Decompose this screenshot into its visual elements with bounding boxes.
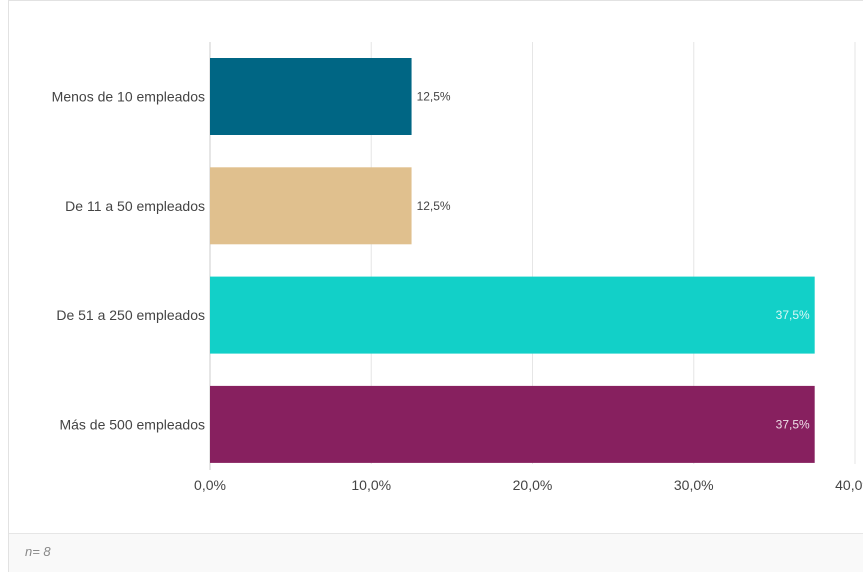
x-tick-label: 20,0% bbox=[513, 477, 553, 493]
x-tick-label: 10,0% bbox=[351, 477, 391, 493]
bar bbox=[210, 167, 412, 245]
data-label: 37,5% bbox=[776, 417, 810, 431]
bar bbox=[210, 385, 815, 463]
bar-chart: 0,0% 10,0% 20,0% 30,0% 40,0% Menos de 10 empl… bbox=[52, 42, 863, 493]
chart-footer: n= 8 bbox=[9, 533, 863, 572]
x-tick-label: 40,0% bbox=[835, 477, 863, 493]
bar bbox=[210, 58, 412, 135]
category-label: Más de 500 empleados bbox=[59, 416, 205, 432]
x-tick-label: 30,0% bbox=[674, 477, 714, 493]
sample-size-note: n= 8 bbox=[25, 544, 51, 559]
category-label: Menos de 10 empleados bbox=[52, 89, 205, 105]
bar bbox=[210, 276, 815, 354]
data-label: 12,5% bbox=[417, 90, 451, 104]
category-label: De 11 a 50 empleados bbox=[65, 198, 205, 214]
data-label: 12,5% bbox=[417, 199, 451, 213]
data-label: 37,5% bbox=[776, 308, 810, 322]
category-label: De 51 a 250 empleados bbox=[56, 307, 205, 323]
x-tick-label: 0,0% bbox=[194, 477, 226, 493]
